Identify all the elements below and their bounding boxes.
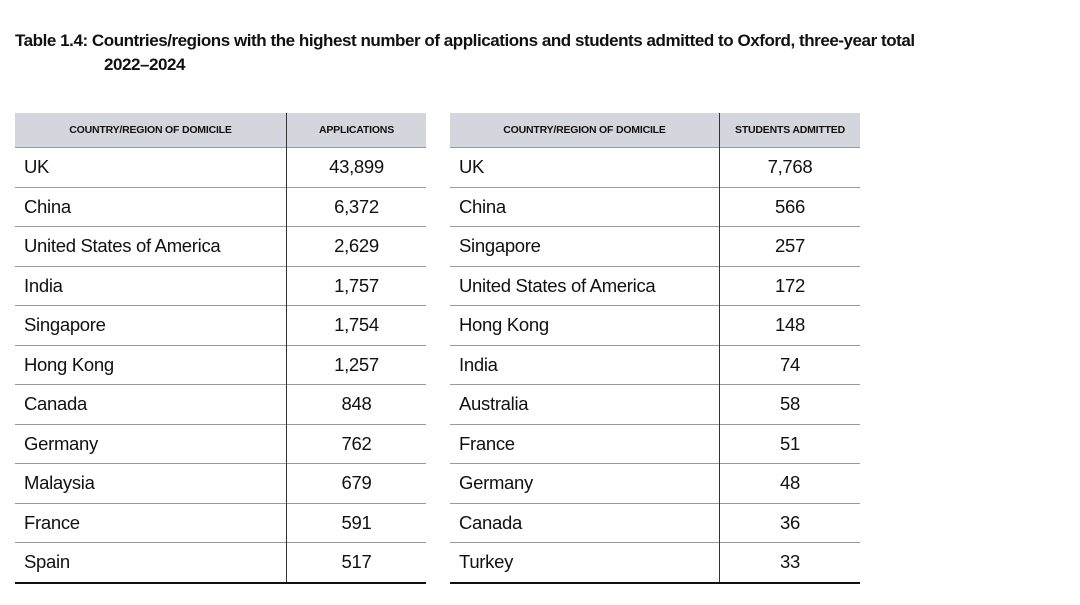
cell: 1,257	[286, 344, 426, 385]
table: COUNTRY/REGION OF DOMICILE STUDENTS ADMIT…	[450, 113, 860, 584]
title-line: Table 1.4: Countries/regions with the hi…	[15, 31, 915, 50]
header-row: COUNTRY/REGION OF DOMICILE APPLICATIONS	[15, 113, 426, 148]
cell: Singapore	[15, 305, 287, 345]
row: Germany 762	[15, 423, 426, 464]
cell: 58	[719, 384, 860, 424]
cell: 43,899	[286, 147, 426, 187]
cell: 48	[719, 463, 860, 503]
cell: 257	[719, 226, 860, 266]
row: UK 7,768	[450, 147, 860, 187]
row: Turkey 33	[450, 542, 860, 584]
cell: 51	[719, 423, 860, 464]
row: Singapore 257	[450, 226, 860, 266]
cell: 1,757	[286, 265, 426, 306]
row: United States of America 172	[450, 265, 860, 306]
cell: 848	[286, 384, 426, 424]
cell: Hong Kong	[15, 344, 287, 385]
header-cell: COUNTRY/REGION OF DOMICILE	[15, 113, 287, 148]
header-cell: COUNTRY/REGION OF DOMICILE	[450, 113, 720, 148]
cell: 2,629	[286, 226, 426, 266]
cell: Canada	[15, 384, 287, 424]
cell: Germany	[450, 463, 720, 503]
cell: Canada	[450, 502, 720, 543]
row: Australia 58	[450, 384, 860, 424]
table: COUNTRY/REGION OF DOMICILE APPLICATIONS UK…	[15, 113, 426, 584]
cell: 1,754	[286, 305, 426, 345]
cell: 6,372	[286, 186, 426, 227]
cell: United States of America	[450, 265, 720, 306]
row: Germany 48	[450, 463, 860, 503]
header-row: COUNTRY/REGION OF DOMICILE STUDENTS ADMIT…	[450, 113, 860, 148]
row: France 591	[15, 502, 426, 543]
cell: Germany	[15, 423, 287, 464]
row: China 566	[450, 186, 860, 227]
cell: India	[15, 265, 287, 306]
row: France 51	[450, 423, 860, 464]
row: Hong Kong 1,257	[15, 344, 426, 385]
cell: 517	[286, 542, 426, 584]
cell: 566	[719, 186, 860, 227]
title: Table 1.4: Countries/regions with the hi…	[15, 29, 915, 77]
cell: Turkey	[450, 542, 720, 584]
cell: 7,768	[719, 147, 860, 187]
cell: 148	[719, 305, 860, 345]
cell: 33	[719, 542, 860, 584]
cell: UK	[15, 147, 287, 187]
row: China 6,372	[15, 186, 426, 227]
cell: 679	[286, 463, 426, 503]
cell: 172	[719, 265, 860, 306]
cell: Australia	[450, 384, 720, 424]
row: Malaysia 679	[15, 463, 426, 503]
row: Spain 517	[15, 542, 426, 584]
title-line: 2022–2024	[104, 55, 186, 74]
row: Canada 848	[15, 384, 426, 424]
row: UK 43,899	[15, 147, 426, 187]
cell: Hong Kong	[450, 305, 720, 345]
cell: Malaysia	[15, 463, 287, 503]
header-cell: STUDENTS ADMITTED	[719, 113, 860, 148]
row: Hong Kong 148	[450, 305, 860, 345]
row: India 74	[450, 344, 860, 385]
cell: Spain	[15, 542, 287, 584]
cell: 762	[286, 423, 426, 464]
cell: 74	[719, 344, 860, 385]
cell: China	[15, 186, 287, 227]
cell: France	[15, 502, 287, 543]
cell: France	[450, 423, 720, 464]
cell: China	[450, 186, 720, 227]
row: United States of America 2,629	[15, 226, 426, 266]
cell: UK	[450, 147, 720, 187]
cell: United States of America	[15, 226, 287, 266]
header-cell: APPLICATIONS	[286, 113, 426, 148]
cell: 591	[286, 502, 426, 543]
cell: India	[450, 344, 720, 385]
row: Canada 36	[450, 502, 860, 543]
row: Singapore 1,754	[15, 305, 426, 345]
cell: 36	[719, 502, 860, 543]
row: India 1,757	[15, 265, 426, 306]
cell: Singapore	[450, 226, 720, 266]
